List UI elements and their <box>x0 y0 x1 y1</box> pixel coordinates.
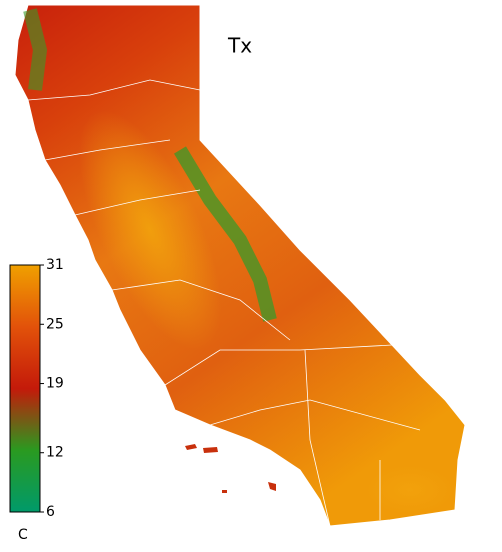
island <box>185 444 197 450</box>
central-valley <box>78 110 222 350</box>
colorbar-tick-label: 31 <box>46 257 64 273</box>
island <box>268 482 276 491</box>
state-shape <box>14 4 466 527</box>
map-title: Tx <box>227 34 252 58</box>
county-lines <box>27 79 421 527</box>
colorbar-tick-label: 19 <box>46 376 64 392</box>
colorbar-unit: C <box>18 527 28 543</box>
north-forest <box>23 8 48 91</box>
island <box>222 490 227 493</box>
colorbar: C 6 12 19 25 31 <box>9 257 64 543</box>
colorbar-tick-label: 6 <box>46 504 55 520</box>
colorbar-tick-label: 12 <box>46 445 64 461</box>
colorbar-tick-label: 25 <box>46 316 64 332</box>
island <box>203 447 218 453</box>
california-map <box>14 4 466 527</box>
desert-warm <box>365 465 455 515</box>
sierra-band <box>173 146 277 322</box>
colorbar-ramp <box>9 264 41 513</box>
